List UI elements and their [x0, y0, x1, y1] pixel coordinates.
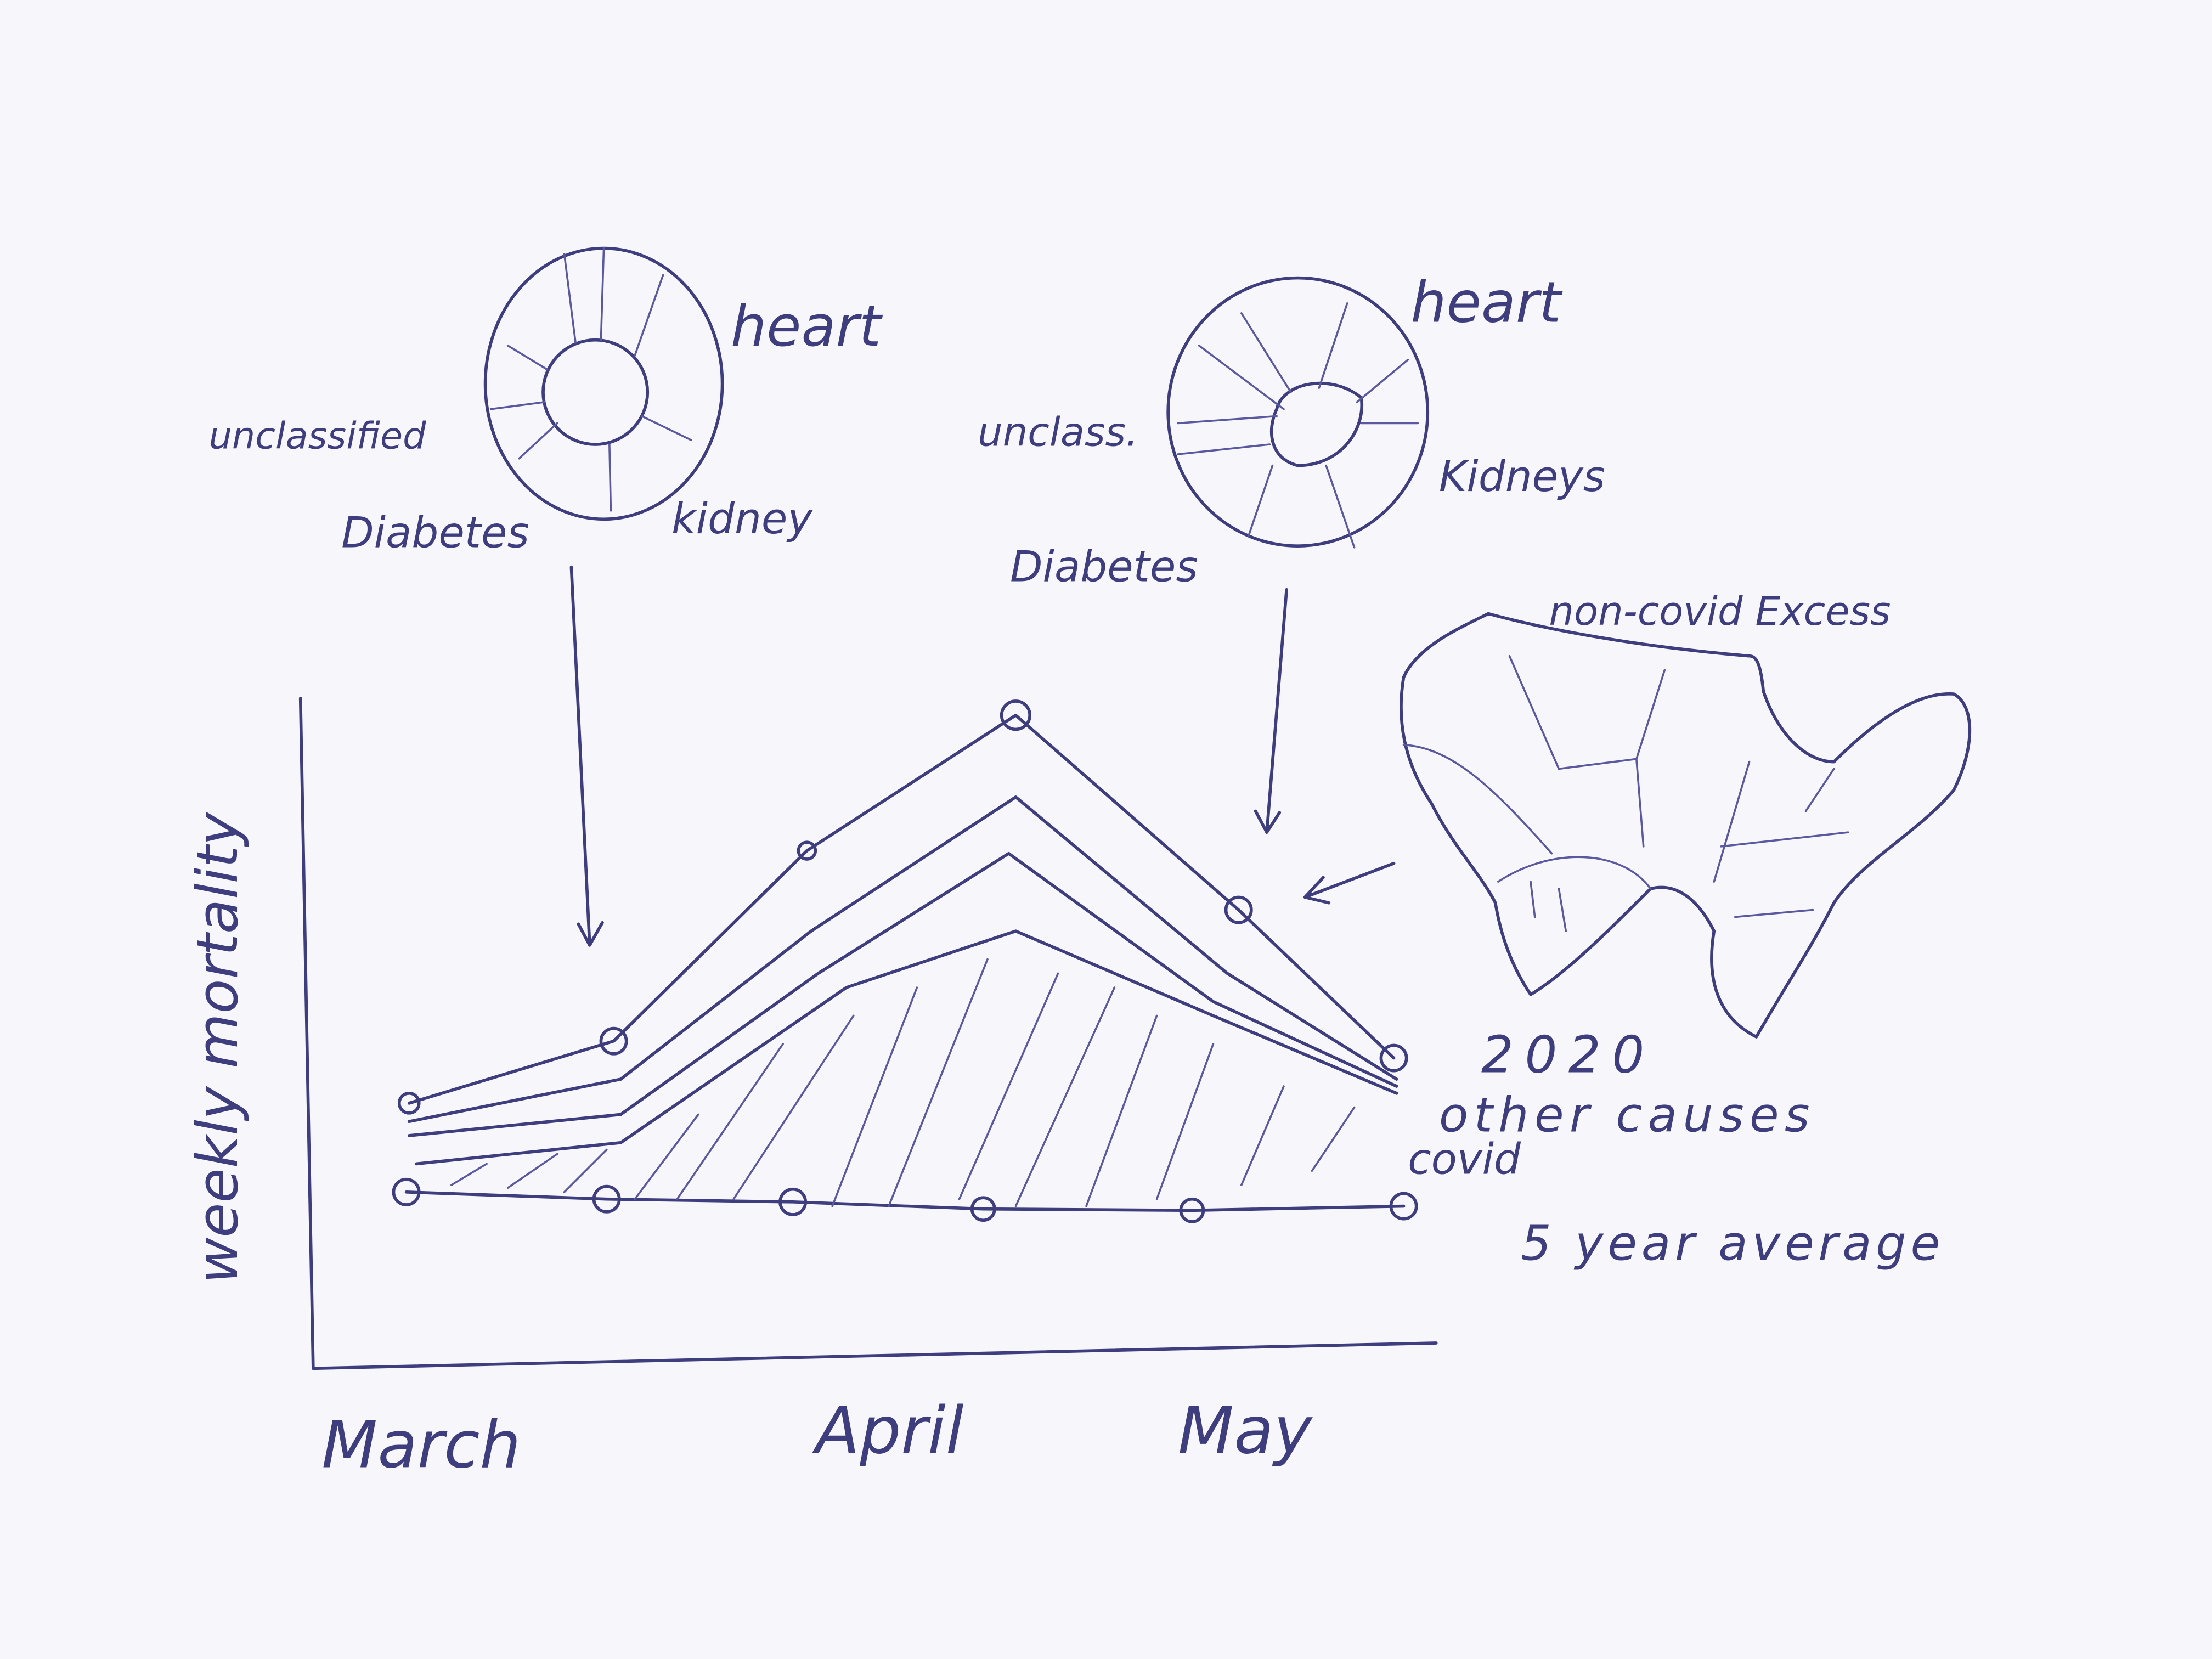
- lines: [392, 699, 1418, 1223]
- x-axis-label: March: [321, 1407, 521, 1482]
- map: [1400, 612, 1972, 1039]
- donut-label: Diabetes: [1010, 542, 1198, 591]
- donut-left: [483, 246, 724, 521]
- donut-label: unclass.: [978, 409, 1138, 455]
- points: [392, 699, 1418, 1223]
- donut-label: heart: [731, 294, 883, 359]
- donut-label: heart: [1410, 270, 1563, 335]
- donut-label: Kidneys: [1439, 452, 1605, 501]
- donut-label: unclassified: [209, 415, 427, 458]
- line-label: 2020: [1481, 1025, 1656, 1084]
- map-label: non-covid Excess: [1549, 588, 1891, 634]
- donut-right: [1166, 276, 1430, 549]
- y-axis-label: weekly mortality: [185, 811, 251, 1284]
- x-axis-label: April: [811, 1393, 963, 1469]
- line-label: covid: [1408, 1135, 1521, 1184]
- donut-label: kidney: [672, 494, 813, 544]
- x-axis-label: May: [1178, 1393, 1313, 1469]
- arrows: [569, 565, 1396, 947]
- line-label: other causes: [1439, 1087, 1815, 1143]
- donut-label: Diabetes: [341, 509, 529, 558]
- line-label: 5 year average: [1521, 1215, 1944, 1271]
- axes: [298, 697, 1438, 1370]
